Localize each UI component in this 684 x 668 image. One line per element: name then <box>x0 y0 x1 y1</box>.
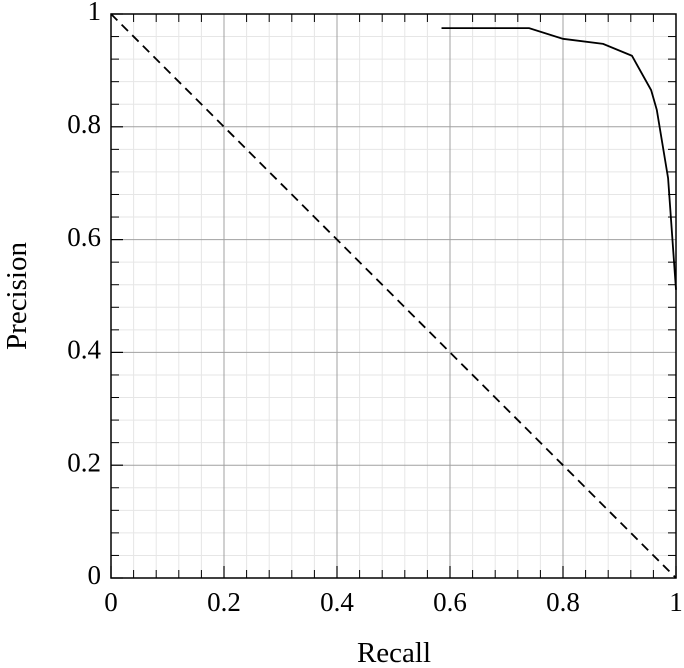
x-tick-label: 0.6 <box>433 587 467 617</box>
y-tick-label: 0.6 <box>67 222 101 252</box>
y-tick-label: 0.4 <box>67 335 101 365</box>
x-tick-label: 1 <box>669 587 683 617</box>
x-tick-label: 0.4 <box>320 587 354 617</box>
y-axis-label: Precision <box>1 242 33 350</box>
line-series <box>110 13 677 579</box>
line-series <box>441 27 677 290</box>
y-tick-label: 0.8 <box>67 109 101 139</box>
y-tick-label: 0 <box>88 560 102 590</box>
x-tick-label: 0.8 <box>546 587 580 617</box>
plot-frame <box>110 13 677 579</box>
x-axis-label: Recall <box>357 637 431 668</box>
y-tick-label: 1 <box>88 0 102 26</box>
x-tick-label: 0.2 <box>207 587 241 617</box>
x-tick-label: 0 <box>104 587 118 617</box>
y-tick-label: 0.2 <box>67 447 101 477</box>
plot-marks <box>110 13 677 579</box>
